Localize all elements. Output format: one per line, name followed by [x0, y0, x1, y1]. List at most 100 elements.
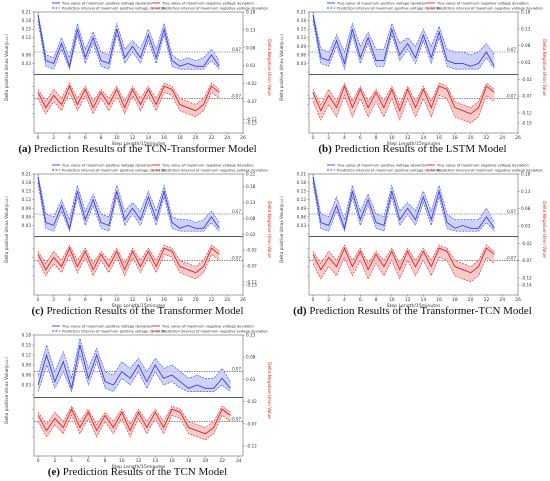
x-tick-label-c-2: 4: [68, 297, 71, 303]
y-right-tick-label-b-1: -0.12: [521, 110, 532, 115]
legend-pos-true-text-a: True value of maximum positive voltage d…: [61, 2, 152, 6]
y-right-tick-label-e-2: -0.02: [246, 399, 257, 404]
x-tick-label-c-13: 26: [240, 297, 246, 303]
plot-frame-a: [33, 11, 244, 134]
legend-pos-pi-text-b: Prediction interval of maximum positive …: [337, 7, 441, 11]
chart-svg-d: True value of maximum positive voltage d…: [279, 164, 547, 310]
pos-upper-line-b: [312, 11, 495, 56]
y-right-tick-label-d-5: 0.08: [521, 206, 531, 211]
pos-threshold-label-d: 0.07: [507, 209, 516, 214]
y-left-tick-label-d-4: 0.12: [297, 197, 307, 202]
legend-neg-pi-text-a: Prediction interval of maximum negative …: [162, 7, 268, 11]
pos-pi-band-a: [37, 12, 220, 70]
neg-threshold-label-e: -0.07: [231, 416, 242, 421]
y-right-tick-label-c-0: -0.13: [246, 283, 257, 288]
plot-frame-e: [33, 334, 244, 457]
y-right-tick-label-b-2: -0.07: [521, 94, 532, 99]
y-right-tick-label-a-5: 0.08: [246, 45, 256, 50]
neg-lower-line-a: [37, 91, 220, 118]
x-tick-label-e-0: 0: [37, 458, 40, 464]
pos-true-line-d: [312, 176, 495, 230]
y-left-tick-label-b-6: 0.18: [297, 18, 307, 23]
legend-neg-true-text-b: True value of maximum negative voltage d…: [436, 2, 529, 6]
x-axis-label-d: Step Length/15minutes: [387, 303, 441, 309]
y-left-tick-label-a-6: 0.18: [22, 18, 32, 23]
chart-svg-c: True value of maximum positive voltage d…: [4, 164, 272, 310]
x-tick-label-a-11: 22: [209, 135, 215, 141]
y-right-axis-label-b: Delta Negative Umin Value: [542, 39, 547, 96]
y-right-tick-label-d-7: 0.18: [521, 172, 531, 177]
y-right-tick-label-a-6: 0.13: [246, 27, 256, 32]
caption-text-a: Prediction Results of the TCN-Transforme…: [33, 143, 257, 155]
x-tick-label-e-8: 16: [169, 458, 175, 464]
chart-svg-b: True value of maximum positive voltage d…: [279, 2, 547, 148]
x-tick-label-d-4: 8: [375, 297, 378, 303]
y-right-tick-label-d-1: -0.12: [521, 276, 532, 281]
y-right-tick-label-c-6: 0.13: [246, 200, 256, 205]
pos-pi-band-d: [312, 174, 495, 232]
caption-label-e: (e): [47, 466, 60, 478]
neg-true-line-b: [312, 84, 495, 115]
neg-lower-line-d: [312, 256, 495, 283]
y-right-tick-label-d-2: -0.07: [521, 258, 532, 263]
neg-upper-line-c: [37, 244, 220, 267]
y-right-tick-label-d-6: 0.13: [521, 189, 531, 194]
y-left-tick-label-d-1: 0.03: [297, 223, 307, 228]
x-tick-label-c-11: 22: [209, 297, 215, 303]
y-left-tick-label-b-7: 0.21: [297, 10, 307, 15]
pos-lower-line-a: [37, 20, 220, 71]
plot-frame-d: [308, 173, 519, 296]
x-tick-label-e-2: 4: [70, 458, 73, 464]
neg-true-line-e: [37, 408, 231, 435]
y-left-axis-label-e: Delta positive Umax Value(p.u.): [4, 357, 9, 424]
x-tick-label-b-2: 4: [343, 135, 346, 141]
y-left-tick-label-e-3: 0.09: [22, 363, 32, 368]
x-tick-label-e-11: 22: [219, 458, 225, 464]
y-left-tick-label-b-5: 0.15: [297, 27, 307, 32]
x-tick-label-e-6: 12: [136, 458, 142, 464]
pos-upper-line-a: [37, 11, 220, 61]
x-tick-label-c-1: 2: [52, 297, 55, 303]
chart-panel-d: True value of maximum positive voltage d…: [275, 162, 550, 320]
x-tick-label-c-7: 14: [145, 297, 151, 303]
y-left-tick-label-a-7: 0.21: [22, 10, 32, 15]
y-right-tick-label-d-0: -0.14: [521, 283, 532, 288]
y-right-tick-label-b-5: 0.08: [521, 43, 531, 48]
neg-pi-band-d: [312, 245, 495, 282]
y-left-tick-label-b-2: 0.06: [297, 52, 307, 57]
x-tick-label-e-4: 8: [104, 458, 107, 464]
y-left-tick-label-e-6: 0.18: [22, 333, 32, 338]
y-right-tick-label-a-7: 0.18: [246, 10, 256, 15]
y-right-tick-label-e-4: 0.08: [246, 355, 256, 360]
x-tick-label-b-13: 26: [515, 135, 521, 141]
neg-pi-band-e: [38, 406, 231, 440]
caption-d: (d) Prediction Results of the Transforme…: [275, 305, 550, 317]
y-left-tick-label-a-1: 0.03: [22, 61, 32, 66]
legend-pos-pi-text-c: Prediction interval of maximum positive …: [62, 169, 166, 173]
neg-pi-band-c: [37, 245, 220, 279]
x-tick-label-c-9: 18: [177, 297, 183, 303]
x-tick-label-d-11: 22: [484, 297, 490, 303]
legend-neg-pi-text-e: Prediction interval of maximum negative …: [162, 330, 268, 334]
y-right-tick-label-a-0: -0.13: [246, 121, 257, 126]
pos-lower-line-b: [312, 20, 495, 71]
x-axis-label-b: Step Length/15minutes: [387, 141, 441, 147]
y-left-tick-label-c-7: 0.21: [22, 172, 32, 177]
x-tick-label-a-4: 8: [100, 135, 103, 141]
x-tick-label-a-1: 2: [52, 135, 55, 141]
neg-threshold-label-b: -0.07: [506, 93, 517, 98]
y-right-tick-label-d-3: -0.02: [521, 241, 532, 246]
y-left-tick-label-a-2: 0.06: [22, 52, 32, 57]
y-right-tick-label-b-3: -0.02: [521, 77, 532, 82]
y-right-axis-label-c: Delta Negative Umin Value: [267, 201, 272, 258]
y-right-tick-label-e-3: 0.03: [246, 377, 256, 382]
y-left-axis-label-d: Delta positive Umax Value(p.u.): [279, 196, 284, 263]
y-right-tick-label-c-8: 0.22: [246, 172, 256, 177]
y-left-tick-label-d-5: 0.15: [297, 189, 307, 194]
neg-pi-band-b: [312, 83, 495, 123]
plot-frame-c: [33, 173, 244, 296]
y-left-tick-label-e-2: 0.06: [22, 373, 32, 378]
legend-pos-pi-text-e: Prediction interval of maximum positive …: [62, 330, 166, 334]
y-right-tick-label-c-3: -0.02: [246, 248, 257, 253]
legend-pos-pi-text-a: Prediction interval of maximum positive …: [62, 7, 166, 11]
